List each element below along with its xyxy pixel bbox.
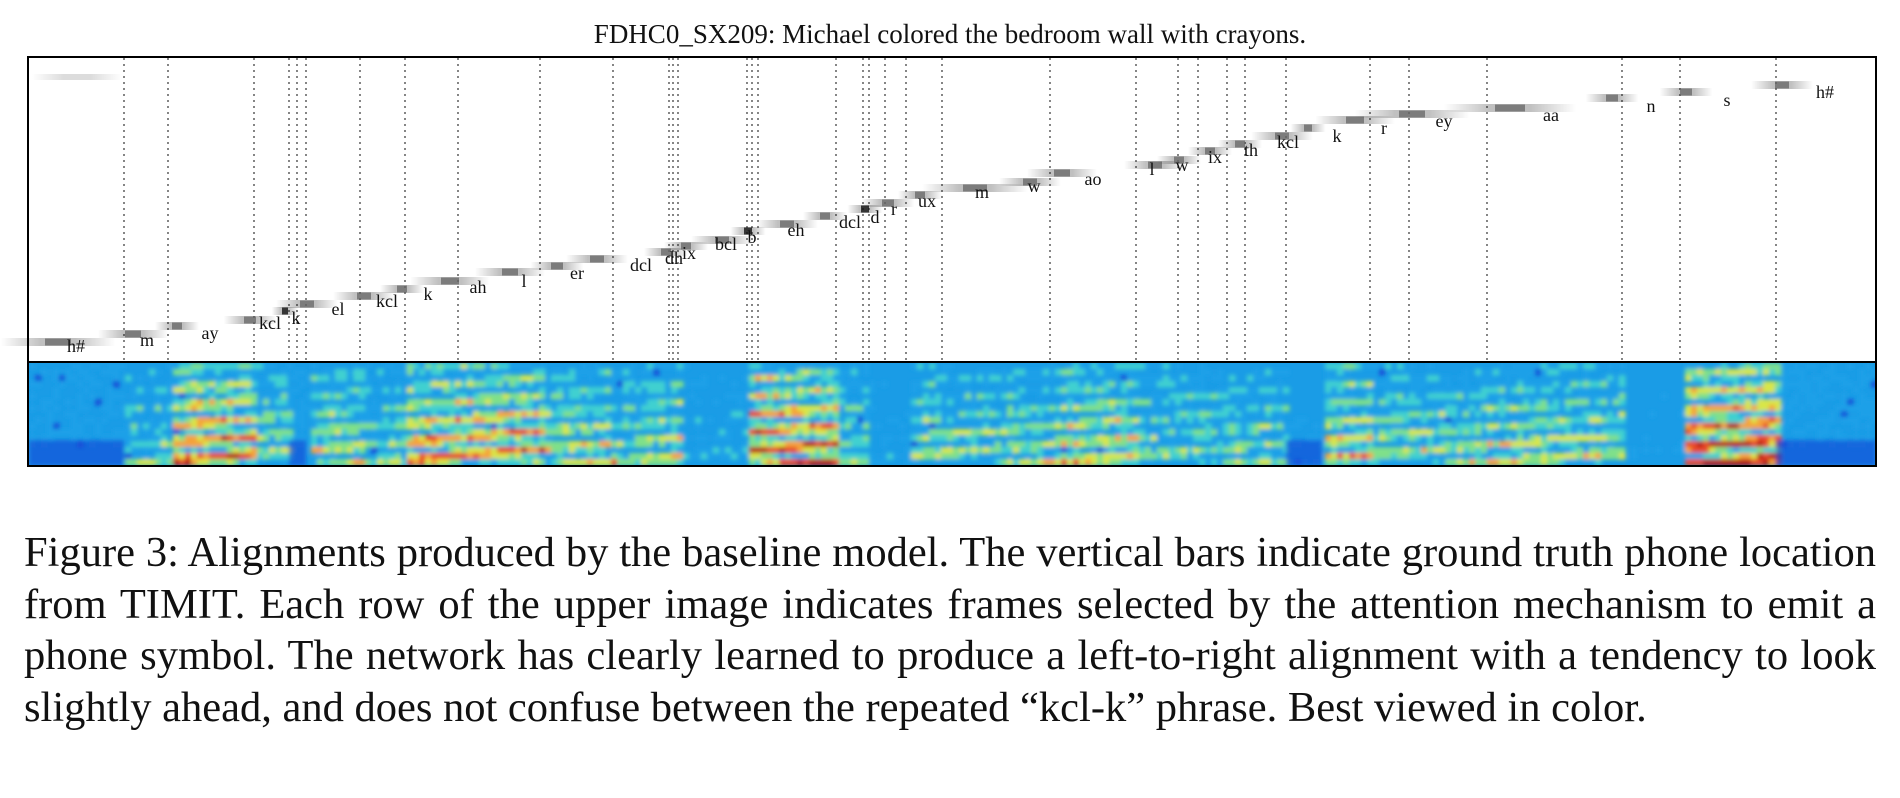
phone-label: m xyxy=(140,330,154,350)
phone-label: l xyxy=(521,271,526,291)
attention-peak xyxy=(45,338,71,346)
phone-label: k xyxy=(424,284,433,304)
phone-label: l xyxy=(1149,159,1154,179)
attention-peak xyxy=(397,285,407,293)
phone-label: r xyxy=(891,199,897,219)
phone-label: ey xyxy=(1436,111,1453,131)
figure-title: FDHC0_SX209: Michael colored the bedroom… xyxy=(593,19,1307,49)
phone-label: r xyxy=(1381,118,1387,138)
attention-peak xyxy=(551,262,563,270)
attention-peak xyxy=(1775,81,1789,89)
phone-label: ah xyxy=(470,277,487,297)
phone-label: b xyxy=(748,227,757,247)
attention-weights xyxy=(0,74,1813,346)
attention-peak xyxy=(502,268,518,276)
attention-peak xyxy=(1606,94,1618,102)
attention-peak xyxy=(861,205,869,213)
attention-peak xyxy=(1023,178,1037,186)
spectrogram xyxy=(27,361,1877,467)
attention-peak xyxy=(715,236,729,244)
phone-label: kcl xyxy=(259,313,281,333)
phone-label: er xyxy=(570,263,584,283)
attention-peak xyxy=(1304,124,1312,132)
phone-label: k xyxy=(1333,126,1342,146)
attention-peak xyxy=(590,255,604,263)
spectrogram-frame xyxy=(27,361,1877,467)
attention-peak xyxy=(125,330,141,338)
phone-label: w xyxy=(1176,155,1189,175)
attention-peak xyxy=(282,307,288,315)
phone-label: s xyxy=(1723,90,1730,110)
attention-peak xyxy=(1346,116,1364,124)
attention-peak xyxy=(820,212,830,220)
attention-peak xyxy=(661,248,671,256)
phone-label: aa xyxy=(1543,105,1559,125)
attention-peak xyxy=(882,199,894,207)
phone-label: w xyxy=(1028,176,1041,196)
attention-peak xyxy=(172,322,182,330)
phone-label: ay xyxy=(202,323,219,343)
attention-peak xyxy=(1399,110,1425,118)
phone-label: bcl xyxy=(715,234,737,254)
attention-peak xyxy=(1495,104,1525,112)
attention-peak xyxy=(300,300,314,308)
attention-peak xyxy=(1275,132,1289,140)
attention-peak xyxy=(780,220,794,228)
attention-peak xyxy=(244,316,256,324)
phone-label: dcl xyxy=(839,212,861,232)
phone-label: d xyxy=(871,207,880,227)
phone-label: kcl xyxy=(1277,132,1299,152)
attention-peak xyxy=(744,227,752,235)
attention-peak xyxy=(915,191,925,199)
phone-label: m xyxy=(975,182,989,202)
attention-peak xyxy=(1148,161,1162,169)
attention-panel-frame xyxy=(27,56,1877,363)
phone-label: ao xyxy=(1085,169,1102,189)
phone-label: th xyxy=(1244,140,1258,160)
phone-label: h# xyxy=(1816,82,1834,102)
figure-caption: Figure 3: Alignments produced by the bas… xyxy=(24,529,1876,731)
phone-label: ix xyxy=(682,243,696,263)
phone-label: el xyxy=(332,299,345,319)
attention-peak xyxy=(1680,88,1692,96)
attention-peak xyxy=(1054,169,1070,177)
phone-label: ix xyxy=(1208,147,1222,167)
phone-label: dh xyxy=(665,248,683,268)
attention-peak xyxy=(1235,140,1245,148)
phone-label: n xyxy=(1647,96,1656,116)
attention-peak xyxy=(357,292,371,300)
attention-peak xyxy=(1174,156,1184,164)
boundary-lines xyxy=(123,58,1777,464)
phone-label: dcl xyxy=(630,255,652,275)
attention-peak xyxy=(963,184,987,192)
phone-label: kcl xyxy=(376,291,398,311)
phone-label: eh xyxy=(788,220,805,240)
attention-peak xyxy=(441,277,459,285)
phone-label: h# xyxy=(67,336,85,356)
attention-blob xyxy=(32,74,122,80)
figure-3: FDHC0_SX209: Michael colored the bedroom… xyxy=(0,19,1877,467)
attention-peak xyxy=(1205,147,1215,155)
phone-label: ux xyxy=(918,191,936,211)
phone-label: k xyxy=(292,308,301,328)
attention-peak xyxy=(681,242,691,250)
